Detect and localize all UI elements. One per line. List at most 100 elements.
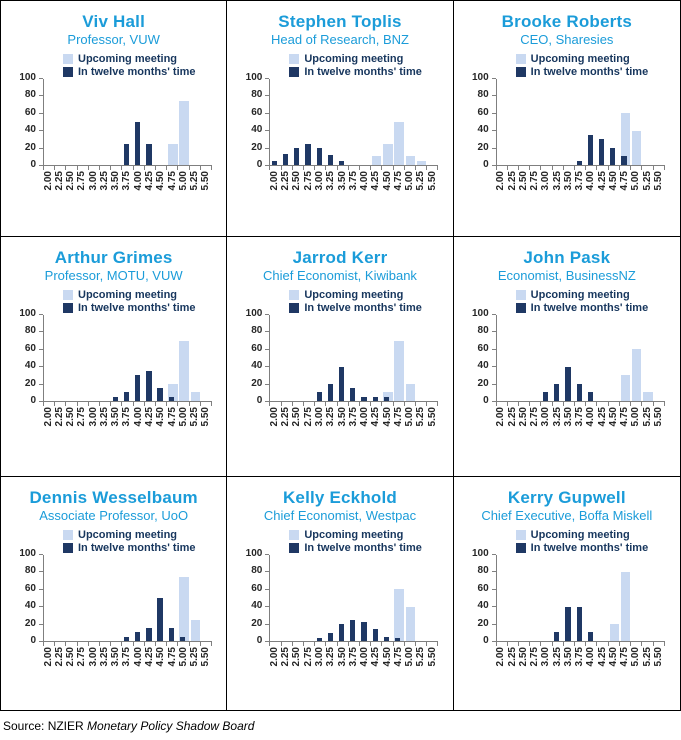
- category-slot: [145, 315, 156, 401]
- legend-label-upcoming: Upcoming meeting: [78, 528, 178, 541]
- bar-twelve-months: [610, 147, 616, 165]
- bar-upcoming-meeting: [190, 392, 200, 401]
- legend-label-twelve-months: In twelve months' time: [304, 541, 422, 554]
- x-tick-mark: [562, 402, 574, 406]
- plot-area: [269, 79, 439, 166]
- x-tick-label: 3.00: [87, 171, 99, 191]
- category-slot: [66, 555, 77, 641]
- y-tick-mark: [39, 383, 43, 385]
- bar-twelve-months: [135, 122, 141, 165]
- y-tick-mark: [491, 554, 496, 555]
- category-slot: [100, 315, 111, 401]
- y-tick-mark: [491, 112, 496, 114]
- category-slot: [55, 555, 66, 641]
- y-tick-mark: [39, 147, 43, 149]
- legend-label-upcoming: Upcoming meeting: [304, 52, 404, 65]
- x-tick-label: 5.50: [653, 171, 664, 191]
- y-tick-label: 100: [471, 308, 489, 319]
- y-tick-mark: [491, 348, 496, 350]
- y-axis: 0 20 40 60 80 100: [460, 309, 496, 406]
- y-tick-label: 60: [24, 342, 36, 354]
- bar-slots: [497, 315, 665, 401]
- x-tick-mark: [596, 642, 607, 646]
- y-tick-mark: [491, 130, 496, 132]
- x-tick-label: 3.75: [121, 647, 133, 667]
- x-axis-ticks: [1, 402, 226, 406]
- y-tick-mark: [265, 641, 270, 642]
- x-tick-label: 3.75: [347, 171, 359, 191]
- probability-chart: 0 20 40 60 80 100: [454, 549, 680, 646]
- category-slot: [609, 555, 620, 641]
- y-tick-mark: [491, 623, 496, 625]
- category-slot: [338, 555, 349, 641]
- y-tick-mark: [265, 165, 270, 166]
- y-tick-mark: [39, 641, 43, 642]
- x-tick-label: 3.50: [562, 171, 574, 191]
- x-tick-label: 4.75: [392, 647, 404, 667]
- category-slot: [326, 555, 337, 641]
- category-slot: [134, 79, 145, 165]
- y-tick-mark: [491, 95, 496, 97]
- x-tick-mark: [291, 642, 303, 646]
- x-tick-label: 4.75: [166, 171, 178, 191]
- category-slot: [586, 315, 597, 401]
- tick-row: [269, 642, 439, 646]
- legend-item-upcoming: Upcoming meeting: [63, 528, 226, 541]
- x-tick-label: 5.50: [426, 407, 438, 427]
- category-slot: [282, 315, 293, 401]
- category-slot: [315, 555, 326, 641]
- twelve-months-swatch-icon: [289, 66, 300, 77]
- x-tick-label: 4.50: [155, 407, 167, 427]
- bar-slots: [44, 79, 212, 165]
- x-tick-mark: [641, 166, 652, 170]
- x-axis-ticks: [454, 402, 680, 406]
- category-slot: [416, 555, 427, 641]
- category-slot: [519, 79, 530, 165]
- x-tick-mark: [574, 402, 585, 406]
- bar-twelve-months: [135, 632, 141, 641]
- x-tick-mark: [177, 166, 188, 170]
- category-slot: [553, 79, 564, 165]
- x-tick-mark: [99, 642, 110, 646]
- y-tick-label: 20: [24, 141, 36, 153]
- x-tick-mark: [177, 402, 188, 406]
- category-slot: [349, 79, 360, 165]
- x-tick-mark: [370, 166, 381, 170]
- category-slot: [405, 315, 416, 401]
- bar-twelve-months: [350, 388, 356, 401]
- category-slot: [201, 79, 212, 165]
- x-tick-mark: [506, 642, 518, 646]
- member-name: Arthur Grimes: [54, 248, 173, 267]
- x-tick-label: 3.00: [87, 407, 99, 427]
- category-slot: [315, 315, 326, 401]
- x-tick-mark: [562, 166, 574, 170]
- x-tick-mark: [132, 166, 144, 170]
- x-tick-label: 4.00: [132, 407, 144, 427]
- legend-label-upcoming: Upcoming meeting: [530, 528, 630, 541]
- y-tick-label: 80: [24, 325, 36, 337]
- bar-twelve-months: [123, 636, 130, 641]
- x-tick-mark: [76, 166, 88, 170]
- category-slot: [541, 555, 552, 641]
- x-tick-label: 3.50: [562, 407, 574, 427]
- x-tick-label: 3.25: [551, 647, 563, 667]
- x-tick-mark: [302, 402, 314, 406]
- y-tick-label: 100: [245, 72, 263, 83]
- legend-item-twelve-months: In twelve months' time: [289, 301, 452, 314]
- category-slot: [122, 79, 133, 165]
- category-slot: [553, 555, 564, 641]
- member-panel: John Pask Economist, BusinessNZ Upcoming…: [453, 237, 680, 477]
- category-slot: [519, 315, 530, 401]
- category-slot: [326, 79, 337, 165]
- shadow-board-grid: Viv Hall Professor, VUW Upcoming meeting…: [0, 0, 681, 711]
- x-tick-label: 3.75: [121, 407, 133, 427]
- y-tick-mark: [265, 147, 270, 149]
- x-tick-mark: [574, 166, 585, 170]
- category-slot: [654, 315, 665, 401]
- category-slot: [190, 79, 201, 165]
- legend-label-upcoming: Upcoming meeting: [78, 52, 178, 65]
- category-slot: [631, 79, 642, 165]
- category-slot: [100, 79, 111, 165]
- category-slot: [44, 79, 55, 165]
- category-slot: [111, 79, 122, 165]
